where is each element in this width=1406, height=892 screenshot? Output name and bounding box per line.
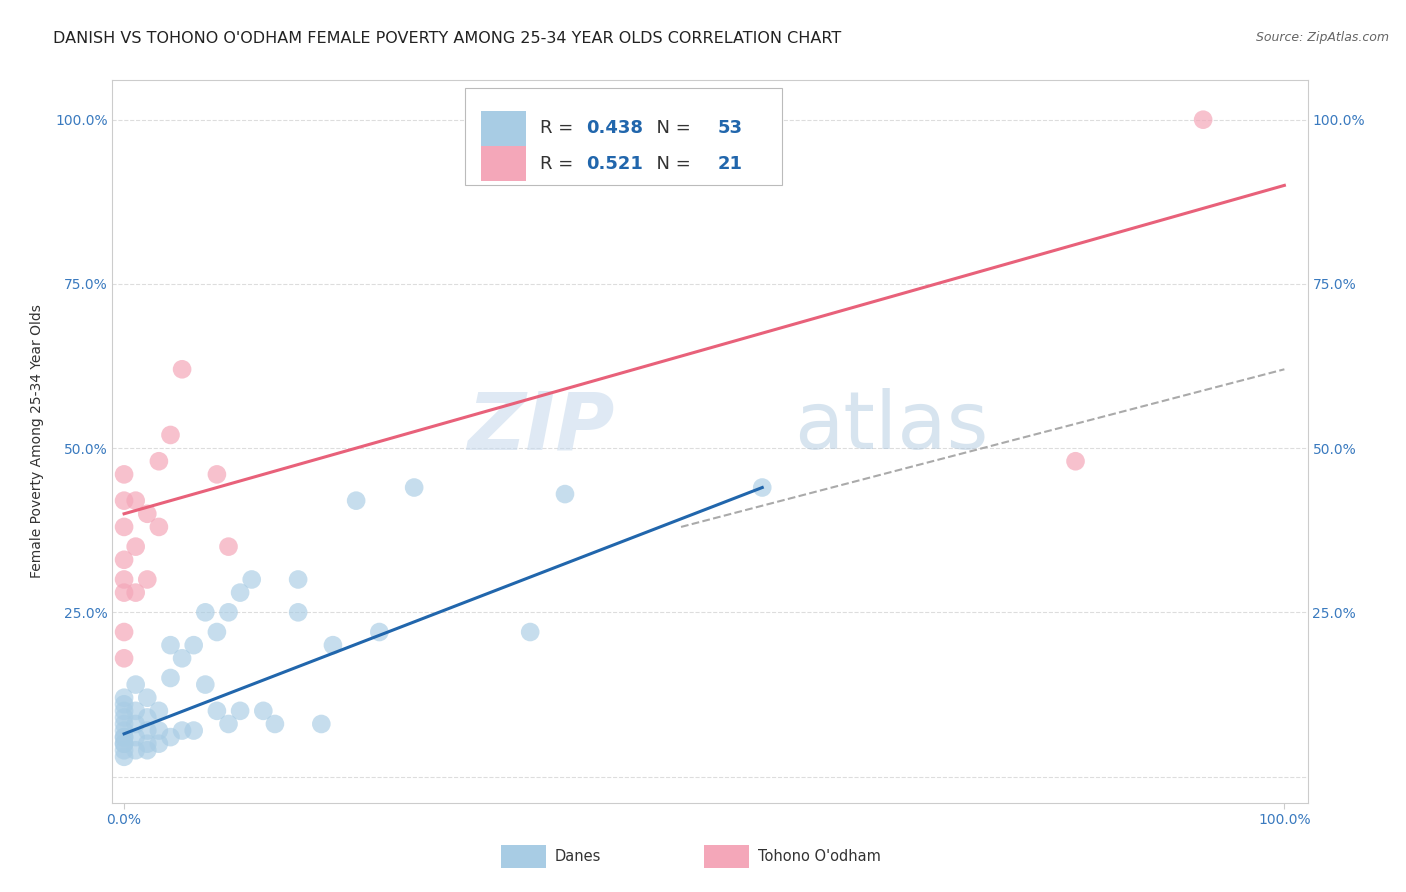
Point (159, 730, 181, 744)
Point (218, 540, 240, 554)
Point (125, 704, 148, 718)
Point (218, 717, 240, 731)
Point (205, 704, 228, 718)
Point (218, 605, 240, 619)
Point (112, 573, 135, 587)
Point (136, 507, 159, 521)
Point (112, 749, 135, 764)
Point (183, 638, 205, 652)
Point (322, 638, 344, 652)
Bar (481, 112, 526, 145)
Text: atlas: atlas (793, 388, 988, 467)
Point (229, 704, 252, 718)
Point (1192, 112, 1215, 127)
Point (112, 710, 135, 724)
FancyBboxPatch shape (465, 87, 782, 185)
Point (287, 605, 309, 619)
Text: 0.438: 0.438 (586, 120, 643, 137)
Bar (501, 845, 547, 868)
Point (1064, 454, 1087, 468)
Point (205, 467, 228, 482)
Text: 0.521: 0.521 (586, 154, 643, 172)
Text: N =: N = (645, 154, 697, 172)
Point (159, 428, 181, 442)
Point (287, 573, 309, 587)
Point (148, 723, 170, 738)
Point (311, 717, 333, 731)
Point (112, 651, 135, 665)
Point (125, 493, 148, 508)
Bar (481, 146, 526, 181)
Point (112, 690, 135, 705)
Point (136, 573, 159, 587)
Point (125, 585, 148, 599)
Text: Danes: Danes (554, 849, 600, 863)
Point (252, 704, 274, 718)
Point (159, 671, 181, 685)
Point (125, 730, 148, 744)
Point (112, 730, 135, 744)
Y-axis label: Female Poverty Among 25-34 Year Olds: Female Poverty Among 25-34 Year Olds (30, 304, 44, 579)
Point (194, 677, 217, 691)
Point (112, 585, 135, 599)
Point (229, 585, 252, 599)
Point (136, 690, 159, 705)
Point (404, 481, 426, 495)
Text: Source: ZipAtlas.com: Source: ZipAtlas.com (1256, 31, 1389, 45)
Point (112, 743, 135, 757)
Point (264, 717, 287, 731)
Point (112, 730, 135, 744)
Point (136, 723, 159, 738)
Point (112, 704, 135, 718)
Point (148, 704, 170, 718)
Point (112, 717, 135, 731)
Point (125, 540, 148, 554)
Point (172, 651, 194, 665)
Point (125, 717, 148, 731)
Point (136, 710, 159, 724)
Point (751, 481, 773, 495)
Text: 53: 53 (717, 120, 742, 137)
Point (112, 553, 135, 567)
Point (368, 625, 391, 640)
Point (159, 638, 181, 652)
Text: Tohono O'odham: Tohono O'odham (758, 849, 880, 863)
Point (112, 467, 135, 482)
Point (112, 723, 135, 738)
Point (136, 743, 159, 757)
Point (205, 625, 228, 640)
Point (125, 677, 148, 691)
Text: ZIP: ZIP (467, 388, 614, 467)
Point (148, 520, 170, 534)
Text: DANISH VS TOHONO O'ODHAM FEMALE POVERTY AMONG 25-34 YEAR OLDS CORRELATION CHART: DANISH VS TOHONO O'ODHAM FEMALE POVERTY … (53, 31, 842, 46)
Point (172, 723, 194, 738)
Point (112, 520, 135, 534)
Point (240, 573, 263, 587)
Point (112, 625, 135, 640)
Point (136, 737, 159, 751)
Point (172, 362, 194, 376)
Point (148, 737, 170, 751)
Text: R =: R = (540, 120, 579, 137)
Point (112, 698, 135, 712)
Point (125, 743, 148, 757)
Point (183, 723, 205, 738)
Point (112, 493, 135, 508)
Point (194, 605, 217, 619)
Text: R =: R = (540, 154, 579, 172)
Point (519, 625, 541, 640)
Text: 21: 21 (717, 154, 742, 172)
Point (344, 493, 367, 508)
Text: N =: N = (645, 120, 697, 137)
Point (554, 487, 576, 501)
Bar (704, 845, 749, 868)
Point (148, 454, 170, 468)
Point (112, 737, 135, 751)
Point (112, 737, 135, 751)
